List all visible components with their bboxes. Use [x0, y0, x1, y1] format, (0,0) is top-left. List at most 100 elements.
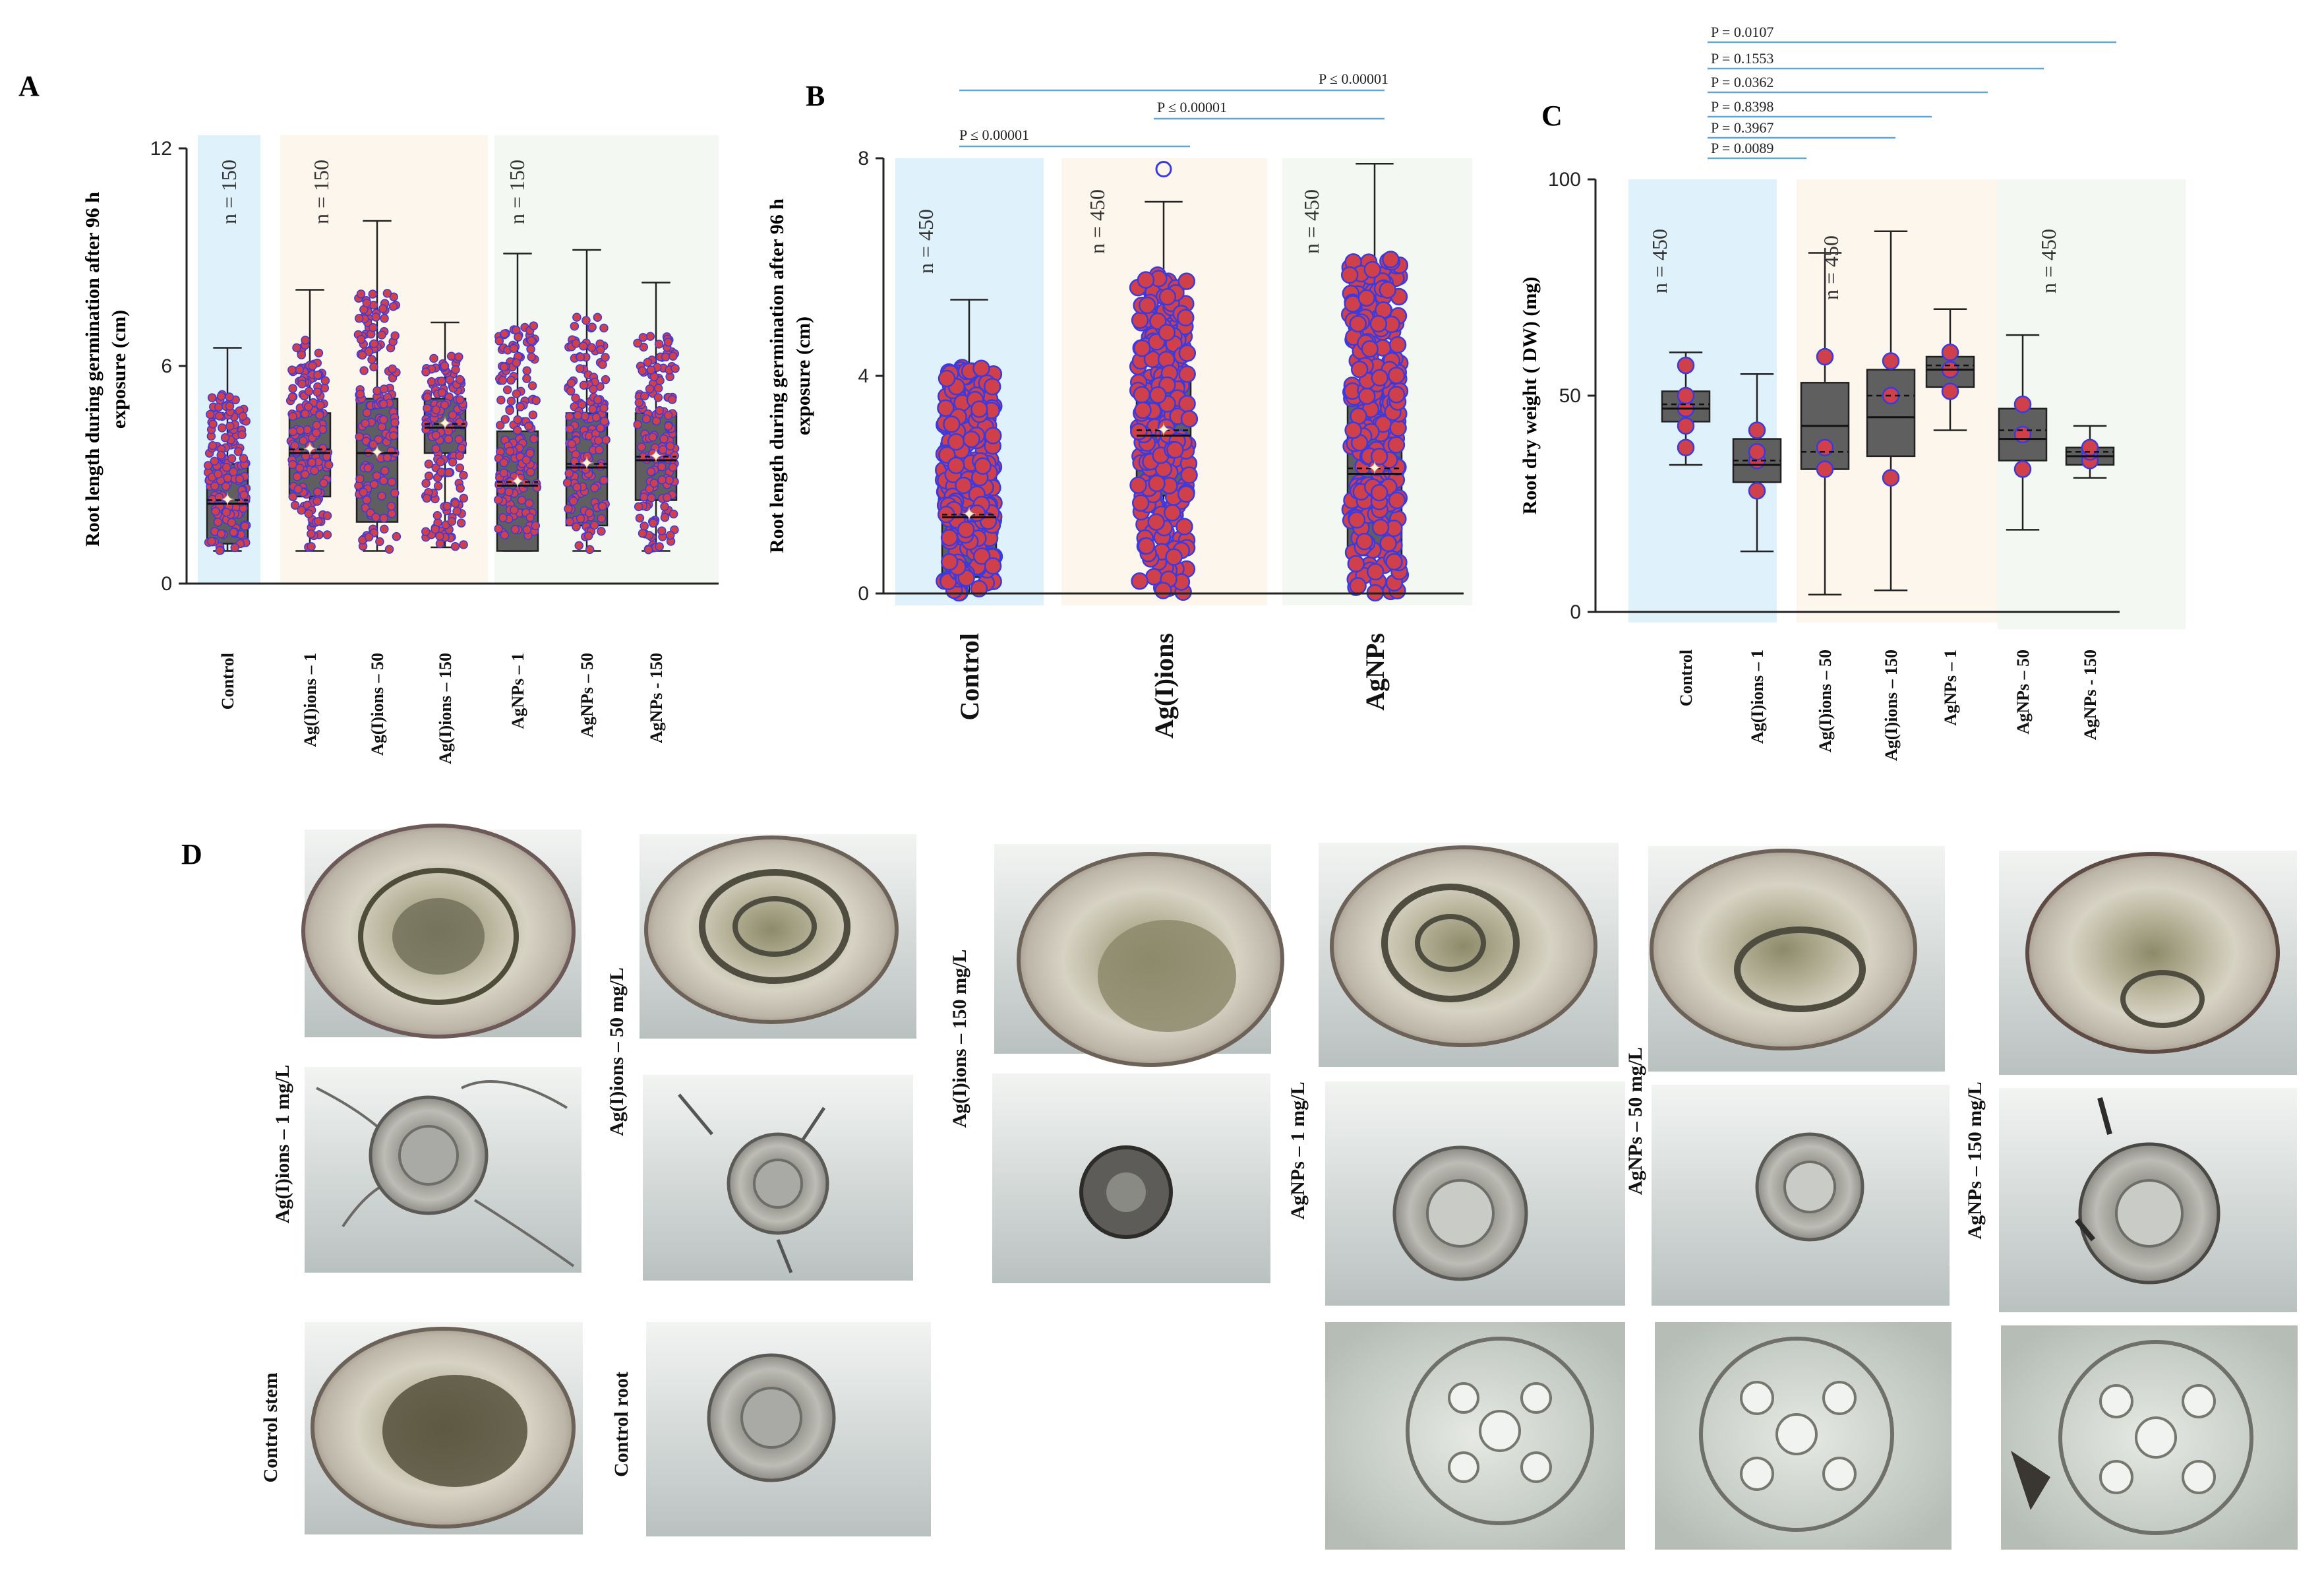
data-point	[658, 445, 668, 454]
data-point	[1369, 315, 1388, 333]
comparison-p-value: P = 0.8398	[1711, 98, 1773, 115]
data-point	[983, 377, 1001, 396]
photo-ag-ions-50-root	[643, 1075, 913, 1281]
data-point	[307, 458, 316, 468]
box-bar	[1866, 369, 1916, 458]
x-category-label: Control	[218, 653, 237, 710]
data-point	[527, 352, 536, 362]
data-point	[1882, 352, 1900, 370]
comparison-p-value: P = 0.3967	[1711, 119, 1773, 136]
data-point	[235, 474, 245, 484]
data-point	[506, 375, 516, 385]
data-point	[1387, 436, 1406, 454]
data-point	[1163, 504, 1181, 522]
x-category-label: Control	[1677, 650, 1696, 706]
mean-marker: ✦	[1367, 458, 1382, 477]
data-point	[1131, 311, 1149, 329]
data-point	[2013, 425, 2032, 444]
data-point	[301, 336, 310, 345]
data-point	[589, 384, 598, 394]
data-point	[1178, 365, 1196, 383]
data-point	[222, 463, 231, 472]
data-point	[593, 313, 603, 322]
photo-agnps-150-root	[1999, 1088, 2297, 1312]
data-point	[371, 313, 380, 322]
data-point	[380, 314, 389, 323]
data-point	[215, 411, 224, 421]
data-point	[572, 313, 581, 322]
data-point	[585, 545, 595, 555]
data-point	[1748, 482, 1766, 500]
data-point	[357, 350, 367, 360]
data-point	[290, 500, 300, 510]
data-point	[369, 339, 379, 349]
n-label: n = 150	[309, 160, 333, 224]
data-point	[455, 463, 465, 473]
data-point	[522, 525, 532, 535]
data-point	[506, 396, 516, 406]
data-point	[648, 433, 657, 442]
box-group	[1800, 252, 1850, 596]
box-group: ✦	[633, 282, 680, 555]
data-point	[1370, 483, 1388, 502]
data-point	[565, 411, 574, 421]
data-point	[653, 393, 663, 402]
data-point	[287, 392, 297, 402]
data-point	[499, 468, 508, 477]
box-group	[1998, 334, 2048, 531]
data-point	[379, 399, 388, 409]
data-point	[531, 396, 541, 406]
data-point	[455, 451, 464, 460]
data-point	[635, 513, 645, 523]
data-point	[207, 537, 216, 546]
panel-c-chart: 0 50 100 P = 0.0107 P = 0.1553 P = 0.0362 P =…	[1519, 24, 2186, 761]
mean-marker: ✦	[438, 414, 452, 433]
data-point	[432, 511, 442, 520]
data-point	[390, 331, 400, 340]
data-point	[655, 406, 665, 415]
data-point	[524, 499, 534, 508]
data-point	[316, 400, 325, 410]
data-point	[459, 470, 468, 480]
y-tick-label: 6	[161, 355, 172, 377]
data-point	[526, 344, 535, 354]
data-point	[379, 476, 388, 485]
data-point	[452, 506, 462, 516]
data-point	[227, 454, 237, 464]
data-point	[377, 491, 386, 500]
data-point	[640, 391, 649, 401]
data-point	[1158, 323, 1176, 342]
y-tick-label: 8	[858, 148, 869, 169]
data-point	[324, 460, 334, 470]
data-point	[1177, 309, 1195, 327]
data-point	[510, 505, 519, 515]
data-point	[1356, 532, 1374, 551]
data-point	[972, 359, 990, 378]
data-point	[375, 537, 384, 547]
data-point	[494, 495, 503, 504]
box-group	[1925, 308, 1975, 431]
data-point	[655, 542, 664, 551]
data-point	[440, 400, 450, 409]
data-point	[1677, 417, 1695, 435]
y-axis-label-line2: exposure (cm)	[108, 310, 130, 429]
data-point	[633, 338, 642, 348]
data-point	[589, 520, 599, 530]
data-point	[388, 364, 397, 374]
data-point	[943, 415, 961, 433]
data-point	[1350, 360, 1369, 379]
data-point	[514, 332, 523, 342]
data-point	[392, 531, 402, 541]
y-axis-label: Root dry weight ( DW) (mg)	[1519, 277, 1541, 515]
data-point	[222, 508, 231, 517]
data-point	[588, 404, 597, 414]
comparison-p-value: P ≤ 0.00001	[1319, 71, 1388, 87]
data-point	[525, 448, 535, 458]
data-point	[1133, 339, 1151, 357]
data-point	[597, 514, 606, 523]
data-point	[579, 380, 589, 390]
mean-marker: ✦	[962, 504, 976, 524]
data-point	[379, 415, 388, 425]
data-point	[528, 410, 538, 419]
data-point	[429, 353, 438, 363]
